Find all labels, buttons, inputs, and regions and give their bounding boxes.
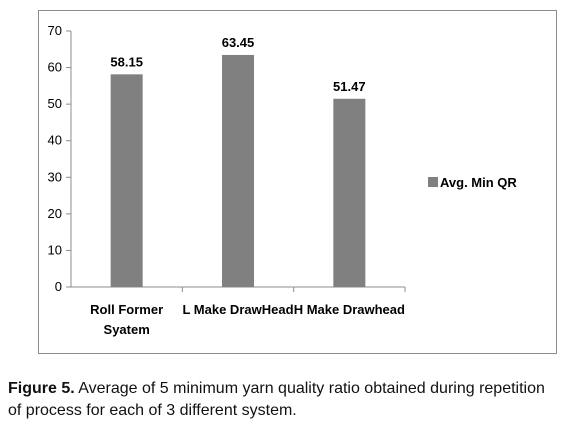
y-tick-label: 0 (55, 279, 62, 294)
y-tick-label: 20 (48, 206, 62, 221)
y-tick-label: 30 (48, 169, 62, 184)
bar-value-label: 58.15 (110, 54, 143, 69)
y-tick-label: 40 (48, 133, 62, 148)
bar (333, 98, 366, 288)
figure-number: Figure 5. (8, 380, 75, 397)
bar (222, 54, 254, 287)
bar-value-label: 51.47 (333, 79, 366, 94)
bars: 58.15 63.45 51.47 (110, 35, 366, 288)
x-category-label: L Make DrawHead (182, 302, 293, 317)
figure-caption: Figure 5. Average of 5 minimum yarn qual… (8, 378, 560, 422)
y-tick-label: 70 (48, 23, 62, 38)
bar (110, 74, 143, 287)
x-category-label: H Make Drawhead (294, 302, 405, 317)
y-tick-label: 60 (48, 60, 62, 75)
legend-swatch (428, 177, 438, 187)
x-axis-categories: Roll Former Syatem L Make DrawHead H Make D… (90, 287, 406, 337)
x-category-label: Roll Former Syatem (90, 302, 163, 337)
caption-text: Average of 5 minimum yarn quality ratio … (8, 380, 545, 419)
legend-label: Avg. Min QR (440, 175, 517, 190)
y-tick-label: 50 (48, 96, 62, 111)
bar-value-label: 63.45 (222, 35, 255, 50)
legend: Avg. Min QR (428, 175, 517, 190)
y-tick-label: 10 (48, 242, 62, 257)
